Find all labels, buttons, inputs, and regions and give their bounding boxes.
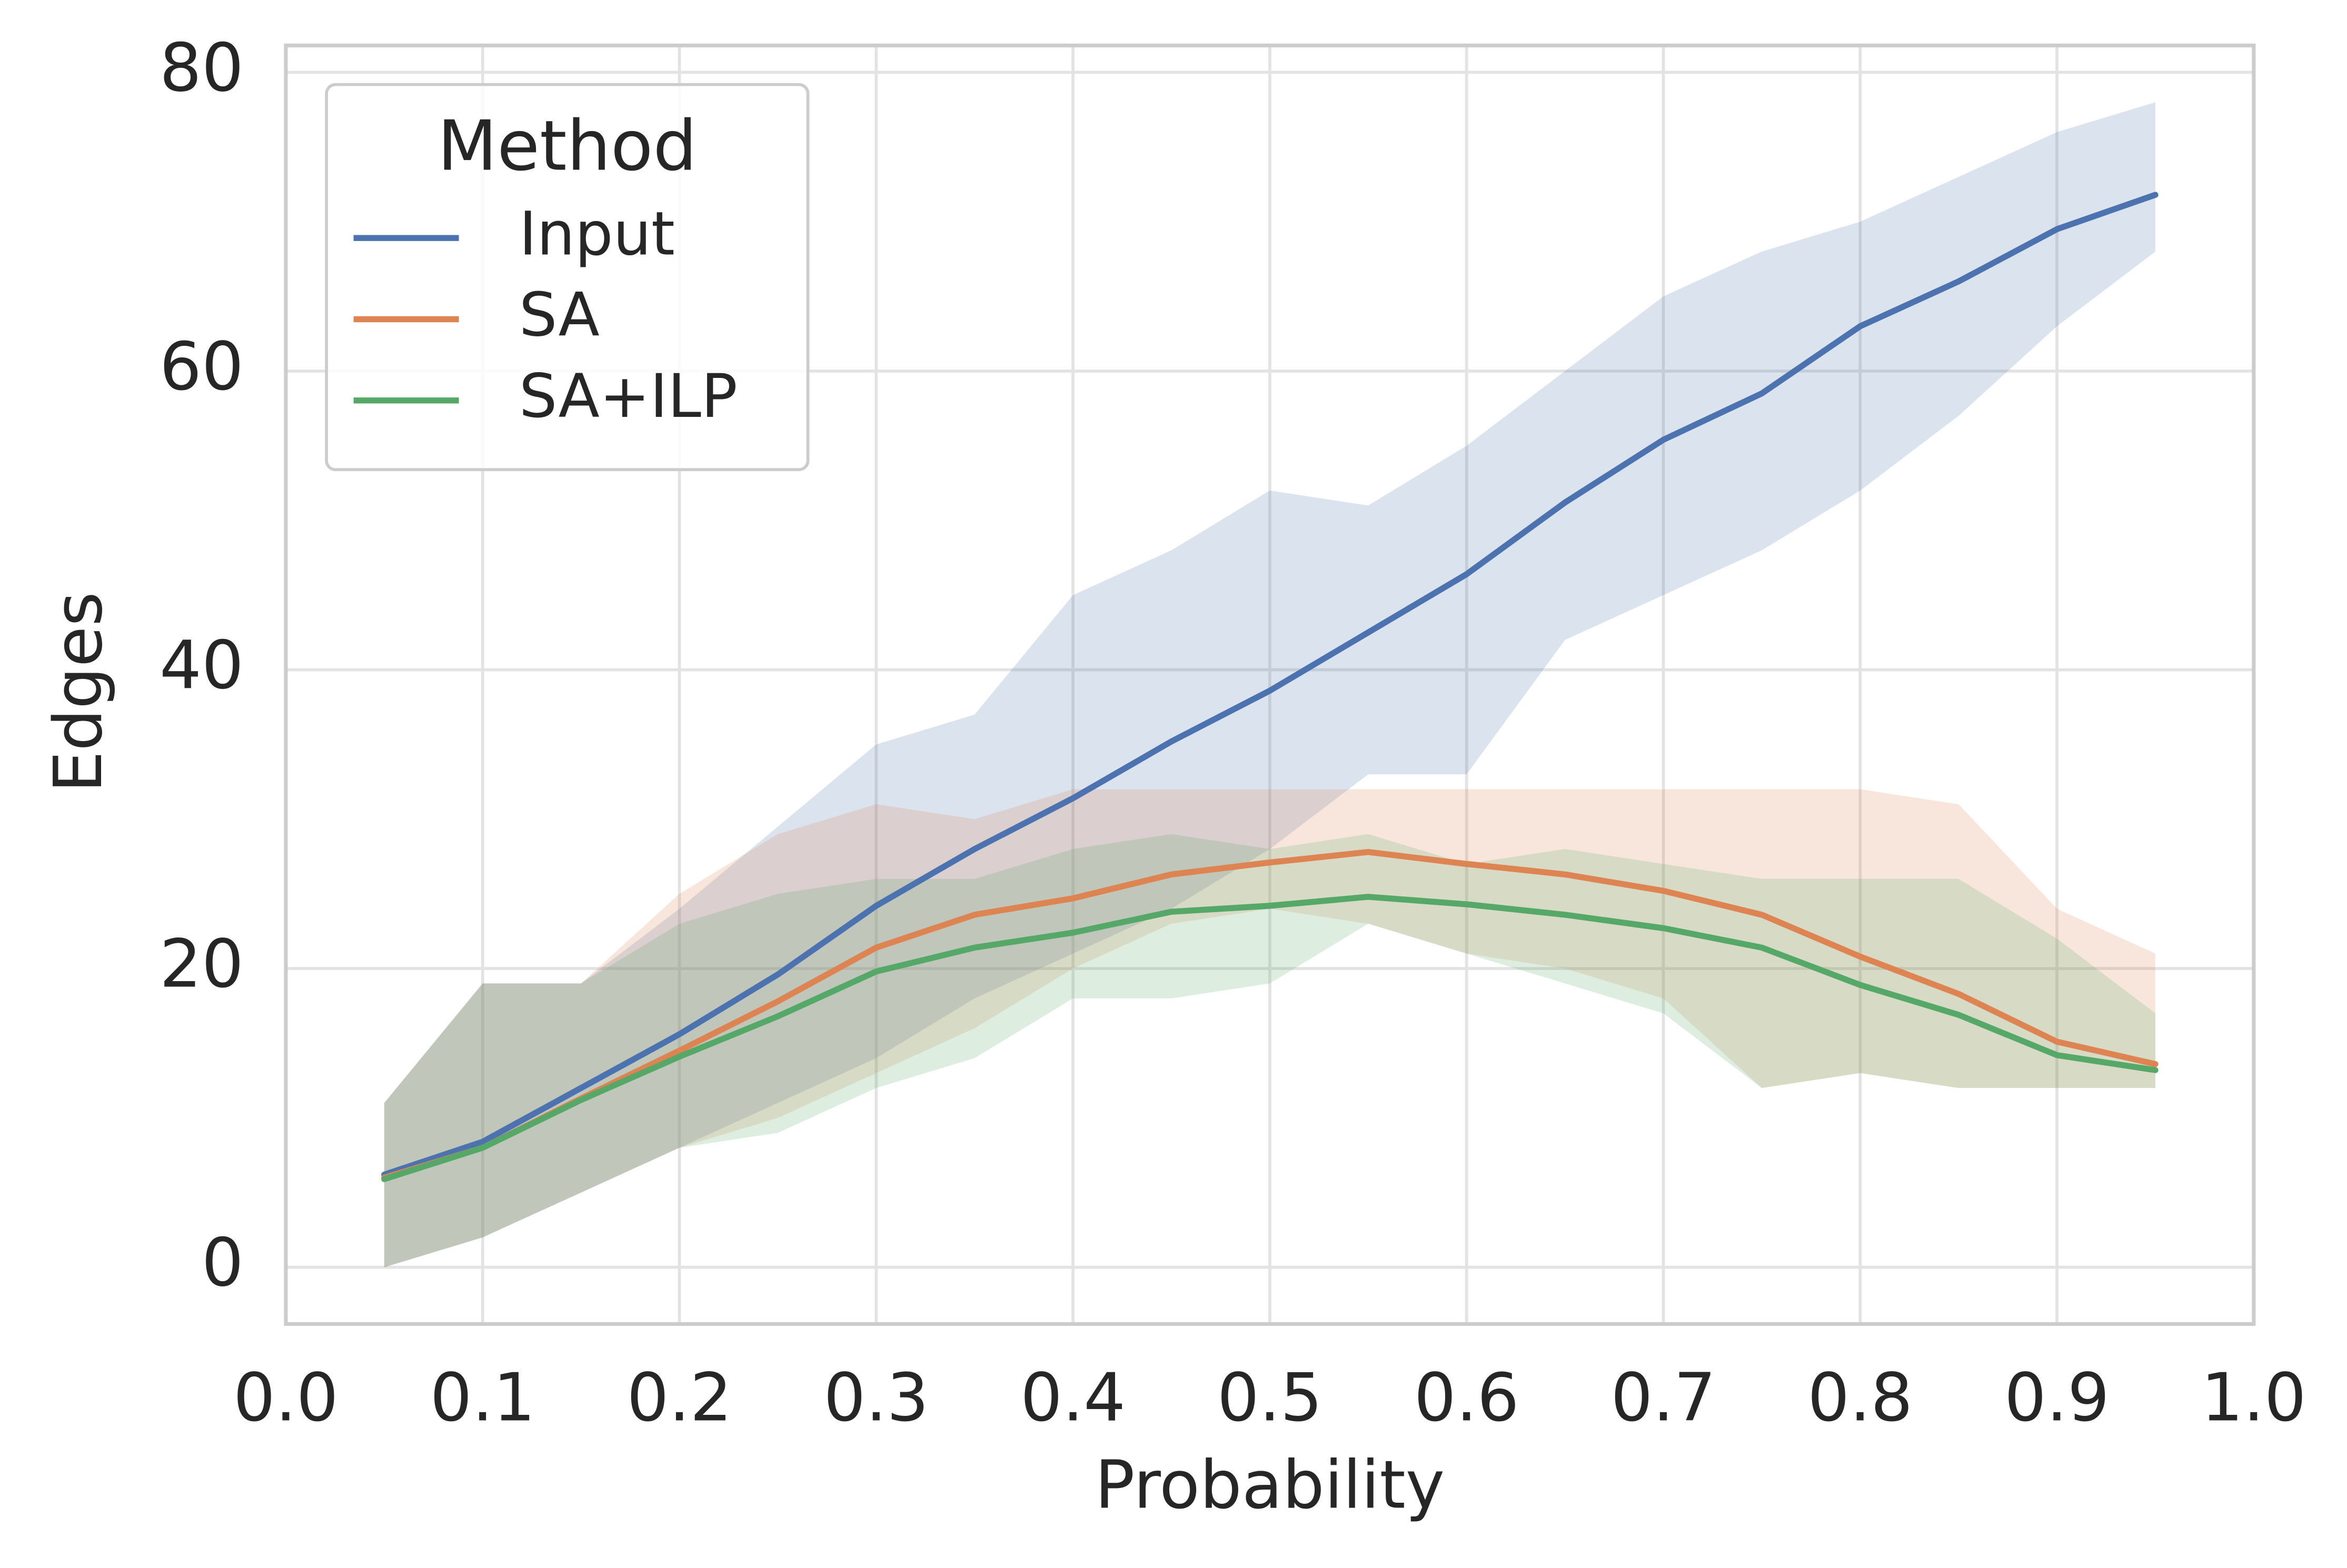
y-tick-label: 40 (160, 626, 244, 704)
x-tick-label: 0.0 (233, 1359, 339, 1436)
y-axis-label: Edges (39, 592, 117, 793)
legend: Method Input SA SA+ILP (325, 83, 810, 472)
legend-box (325, 83, 810, 472)
x-tick-label: 0.9 (2004, 1359, 2110, 1436)
x-tick-label: 1.0 (2201, 1359, 2306, 1436)
x-tick-label: 0.4 (1020, 1359, 1126, 1436)
ticks: 0.0 0.1 0.2 0.3 0.4 0.5 0.6 0.7 0.8 0.9 1.0 0 20 40 60… (160, 29, 2306, 1436)
y-tick-label: 20 (160, 925, 244, 1003)
y-tick-label: 80 (160, 29, 244, 106)
legend-label: Input (519, 198, 675, 268)
series-line (381, 848, 2159, 1181)
y-tick-label: 60 (160, 328, 244, 405)
x-tick-label: 0.6 (1414, 1359, 1519, 1436)
legend-label: SA (519, 280, 600, 350)
x-tick-label: 0.8 (1807, 1359, 1913, 1436)
x-tick-label: 0.1 (430, 1359, 535, 1436)
x-tick-label: 0.5 (1217, 1359, 1322, 1436)
x-tick-label: 0.7 (1610, 1359, 1716, 1436)
legend-title: Method (437, 106, 697, 187)
y-tick-label: 0 (202, 1224, 244, 1301)
series-line (381, 192, 2159, 1178)
x-tick-label: 0.2 (627, 1359, 732, 1436)
legend-label: SA+ILP (519, 361, 738, 431)
x-tick-label: 0.3 (823, 1359, 929, 1436)
x-axis-label: Probability (1095, 1446, 1445, 1523)
series-line (381, 894, 2159, 1182)
confidence-band (384, 789, 2155, 1267)
lines (381, 192, 2159, 1182)
axes-frame (284, 43, 2256, 1326)
